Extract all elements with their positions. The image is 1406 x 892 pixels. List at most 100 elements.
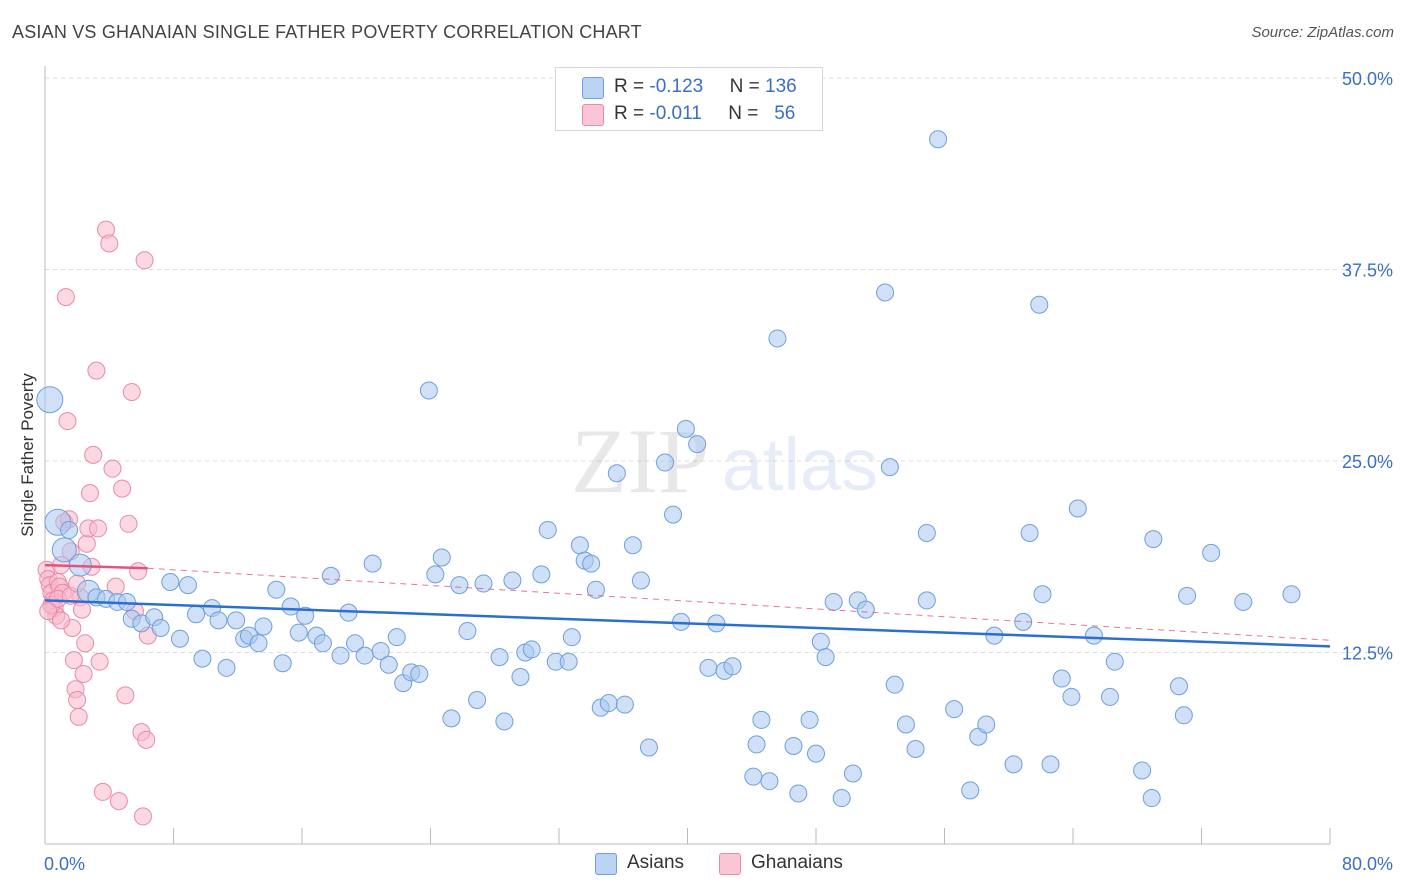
- asians-n-value: 136: [765, 76, 797, 97]
- asian-point: [880, 458, 899, 477]
- asian-point: [355, 646, 374, 665]
- asian-point: [170, 629, 189, 648]
- asian-point: [789, 784, 808, 803]
- asian-point: [977, 715, 996, 734]
- asian-point: [961, 781, 980, 800]
- asian-point: [522, 640, 541, 659]
- asian-point: [811, 632, 830, 651]
- asian-point: [1030, 295, 1049, 314]
- asian-point: [1020, 524, 1039, 543]
- ghanaian-point: [52, 611, 71, 630]
- asian-point: [1178, 586, 1197, 605]
- ghanaian-point: [109, 792, 128, 811]
- tick-labels: 12.5% 25.0% 37.5% 50.0% 0.0% 80.0%: [44, 69, 1393, 874]
- asian-point: [1041, 755, 1060, 774]
- asian-point: [562, 628, 581, 647]
- ghanaians-points: [37, 220, 157, 826]
- asian-point: [1033, 585, 1052, 604]
- ghanaian-point: [129, 562, 148, 581]
- ghanaian-point: [74, 664, 93, 683]
- asian-point: [699, 658, 718, 677]
- legend-row-ghanaians: R = -0.011 N = 56: [556, 101, 822, 127]
- asian-point: [1170, 677, 1189, 696]
- ghanaian-point: [87, 361, 106, 380]
- asian-point: [945, 700, 964, 719]
- watermark-atlas: atlas: [722, 423, 878, 506]
- ghanaian-point: [133, 807, 152, 826]
- ghanaian-point: [80, 484, 99, 503]
- ghanaian-point: [69, 707, 88, 726]
- ghanaians-trend-line-solid: [44, 563, 148, 570]
- legend-row-asians: R = -0.123 N = 136: [556, 74, 822, 100]
- asian-point: [254, 617, 273, 636]
- asian-point: [1062, 687, 1081, 706]
- asian-point: [824, 592, 843, 611]
- asian-point: [331, 646, 350, 665]
- x-tick-label-max: 80.0%: [1342, 854, 1393, 874]
- asian-point: [281, 597, 300, 616]
- ghanaian-point: [119, 514, 138, 533]
- asian-point: [450, 576, 469, 595]
- asian-point: [607, 464, 626, 483]
- asian-point: [36, 386, 64, 414]
- y-tick-label: 50.0%: [1342, 69, 1393, 89]
- asian-point: [876, 283, 895, 302]
- asian-point: [289, 623, 308, 642]
- asian-point: [419, 381, 438, 400]
- asian-point: [656, 453, 675, 472]
- asian-point: [760, 772, 779, 791]
- ghanaians-r-value: -0.011: [649, 103, 702, 124]
- asian-point: [267, 580, 286, 599]
- asian-point: [426, 565, 445, 584]
- asian-point: [676, 419, 695, 438]
- asian-point: [843, 764, 862, 783]
- asian-point: [559, 652, 578, 671]
- ghanaian-point: [89, 519, 108, 538]
- asians-legend-swatch: [595, 853, 617, 875]
- asian-point: [929, 130, 948, 149]
- ghanaians-n-value: 56: [774, 103, 796, 124]
- ghanaian-point: [72, 600, 91, 619]
- asian-point: [410, 664, 429, 683]
- ghanaian-point: [113, 479, 132, 498]
- ghanaian-point: [116, 686, 135, 705]
- asian-point: [800, 710, 819, 729]
- asian-point: [599, 694, 618, 713]
- asian-point: [379, 655, 398, 674]
- asian-point: [178, 576, 197, 595]
- asian-point: [623, 536, 642, 555]
- asian-point: [752, 710, 771, 729]
- asian-point: [1052, 669, 1071, 688]
- asian-point: [784, 736, 803, 755]
- asian-point: [1133, 761, 1152, 780]
- ghanaian-point: [64, 651, 83, 670]
- y-tick-label: 37.5%: [1342, 261, 1393, 281]
- asian-point: [60, 520, 79, 539]
- asian-point: [217, 658, 236, 677]
- asian-point: [442, 709, 461, 728]
- ghanaian-point: [100, 234, 119, 253]
- asian-point: [1282, 585, 1301, 604]
- asian-point: [538, 520, 557, 539]
- series-legend: Asians Ghanaians: [0, 851, 1406, 879]
- asians-n-label: N =: [729, 76, 766, 97]
- asian-point: [273, 654, 292, 673]
- axes: [44, 66, 1331, 845]
- ghanaian-point: [137, 730, 156, 749]
- ghanaians-swatch: [582, 104, 604, 126]
- y-tick-label: 25.0%: [1342, 452, 1393, 472]
- chart-title: ASIAN VS GHANAIAN SINGLE FATHER POVERTY …: [12, 22, 642, 42]
- asian-point: [747, 735, 766, 754]
- asian-point: [723, 657, 742, 676]
- ghanaian-point: [90, 652, 109, 671]
- asian-point: [532, 565, 551, 584]
- asian-point: [816, 648, 835, 667]
- asian-point: [313, 634, 332, 653]
- asian-point: [209, 611, 228, 630]
- ghanaian-point: [84, 445, 103, 464]
- asian-point: [570, 536, 589, 555]
- asian-point: [371, 641, 390, 660]
- asian-point: [906, 740, 925, 759]
- correlation-legend: R = -0.123 N = 136 R = -0.011 N = 56: [555, 67, 823, 131]
